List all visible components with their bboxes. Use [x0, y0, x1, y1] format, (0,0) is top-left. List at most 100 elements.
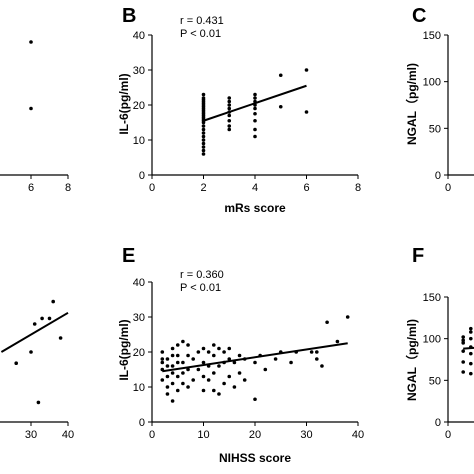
panel-b-data-point: [201, 152, 206, 156]
panel-e-data-point: [181, 339, 185, 344]
panel-e-data-point: [191, 378, 195, 382]
panel-b-data-point: [201, 134, 206, 139]
panel-e-data-point: [232, 385, 237, 389]
panel-e-data-point: [181, 371, 185, 375]
panel-d-x-tick-label: 40: [62, 429, 74, 441]
panel-b-data-point: [253, 127, 257, 132]
panel-b-data-point: [201, 131, 206, 135]
panel-letter-b: B: [122, 5, 136, 27]
panel-b-data-point: [253, 111, 257, 116]
panel-f-data-point: [461, 370, 466, 374]
panel-e-data-point: [160, 378, 165, 382]
panel-f-data-point: [461, 338, 466, 343]
panel-b-data-point: [201, 145, 206, 149]
panel-e-data-point: [242, 378, 247, 382]
panel-e-data-point: [222, 350, 226, 354]
panel-f-fit-line: [463, 346, 474, 350]
panel-e-data-point: [201, 374, 206, 379]
panel-b-data-point: [304, 110, 309, 114]
panel-d-data-point: [32, 322, 37, 326]
panel-d-data-point: [36, 400, 41, 405]
panel-b-y-tick-label: 40: [133, 30, 145, 42]
panel-b-data-point: [253, 134, 257, 139]
panel-a-x-tick-label: 6: [28, 182, 34, 194]
panel-e-stat-p: P < 0.01: [180, 282, 221, 294]
panel-b-data-point: [227, 96, 232, 100]
panel-e-data-point: [191, 357, 195, 361]
panel-e-data-point: [160, 357, 165, 361]
panel-b-data-point: [227, 127, 232, 132]
panel-e-data-point: [196, 350, 201, 354]
panel-f-data-point: [461, 341, 466, 345]
panel-b-data-point: [201, 127, 206, 132]
panel-b-y-tick-label: 20: [133, 100, 145, 112]
panel-b-xlabel: mRs score: [224, 201, 286, 215]
panel-e-data-point: [320, 364, 324, 368]
panel-f-y-tick-label: 50: [429, 375, 441, 387]
panel-c-y-tick-label: 0: [435, 170, 441, 182]
panel-f-data-point: [469, 351, 473, 356]
panel-f-y-tick-label: 100: [423, 334, 441, 346]
panel-e-x-tick-label: 10: [197, 429, 209, 441]
panel-e-y-tick-label: 10: [133, 382, 145, 394]
panel-b-x-tick-label: 0: [149, 182, 155, 194]
panel-f-x-tick-label: 0: [445, 429, 451, 441]
panel-b-data-point: [227, 99, 232, 104]
panel-e-fit-line: [162, 342, 348, 373]
panel-e-data-point: [217, 364, 221, 368]
panel-e-data-point: [165, 392, 170, 396]
panel-e-y-tick-label: 0: [139, 417, 145, 429]
panel-e-data-point: [345, 315, 350, 319]
panel-e-data-point: [212, 371, 216, 375]
panel-e-data-point: [253, 360, 257, 365]
panel-b-x-tick-label: 8: [355, 182, 361, 194]
panel-d-x-tick-label: 30: [25, 429, 37, 441]
panel-e-data-point: [237, 353, 242, 358]
panel-b-stat-r: r = 0.431: [180, 15, 224, 27]
panel-a-data-point: [29, 40, 33, 44]
panel-f-data-point: [469, 330, 473, 334]
panel-letter-c: C: [412, 5, 426, 27]
panel-e-data-point: [212, 353, 216, 358]
panel-b-data-point: [253, 96, 257, 100]
panel-e-data-point: [170, 371, 175, 375]
panel-e-data-point: [170, 399, 175, 403]
panel-b-y-tick-label: 30: [133, 65, 145, 77]
panel-d-data-point: [51, 299, 55, 304]
panel-e-data-point: [212, 388, 216, 393]
panel-d-data-point: [58, 336, 63, 340]
panel-e-x-tick-label: 40: [352, 429, 364, 441]
panel-b-data-point: [227, 118, 232, 123]
panel-e-xlabel: NIHSS score: [219, 451, 291, 465]
panel-e-data-point: [165, 385, 170, 389]
panel-e-data-point: [175, 353, 180, 358]
panel-e-data-point: [227, 346, 232, 351]
panel-b-data-point: [227, 113, 232, 118]
panel-e-data-point: [217, 346, 221, 351]
panel-b-data-point: [201, 141, 206, 146]
panel-b-fit-line: [203, 84, 307, 122]
panel-e-data-point: [170, 353, 175, 358]
panel-e-data-point: [263, 367, 268, 372]
panel-f-data-point: [461, 349, 466, 353]
panel-e-data-point: [289, 360, 293, 365]
panel-f-data-point: [469, 371, 473, 376]
panel-e-ylabel: IL-6(pg/ml): [117, 319, 131, 380]
panel-e-x-tick-label: 20: [249, 429, 261, 441]
panel-e-data-point: [315, 357, 319, 361]
panel-f-ylabel: NGAL（pg/ml): [404, 319, 419, 401]
panel-e-data-point: [201, 388, 206, 393]
panel-c-ylabel: NGAL（pg/ml): [404, 63, 419, 145]
panel-f-data-point: [469, 326, 473, 331]
panel-d-data-point: [14, 361, 18, 366]
panel-b-data-point: [201, 124, 206, 128]
panel-e-data-point: [165, 364, 170, 368]
panel-e-data-point: [175, 343, 180, 347]
panel-e-data-point: [196, 367, 201, 372]
panel-e-data-point: [273, 357, 278, 361]
panel-b-y-tick-label: 0: [139, 170, 145, 182]
panel-d-data-point: [29, 350, 33, 354]
panel-e-data-point: [170, 364, 175, 368]
panel-c-y-tick-label: 100: [423, 77, 441, 89]
panel-e-data-point: [217, 392, 221, 396]
